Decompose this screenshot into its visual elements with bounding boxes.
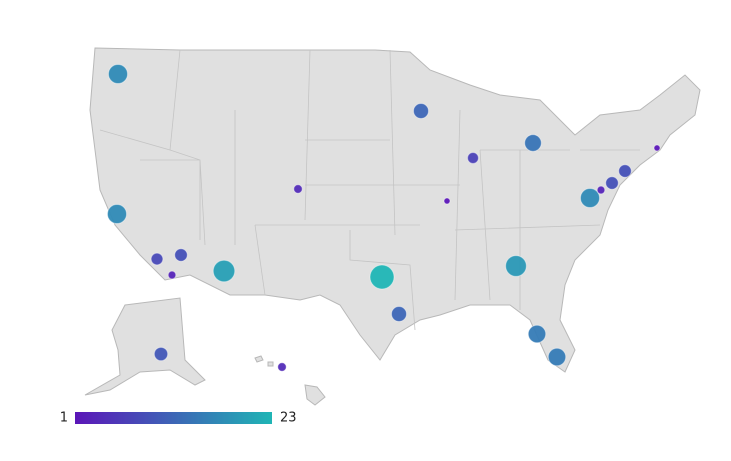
- state-borders: [99, 49, 640, 331]
- legend-gradient: [75, 412, 272, 424]
- bubble[interactable]: [369, 264, 395, 290]
- bubble[interactable]: [277, 362, 287, 372]
- legend: 1 23: [60, 411, 297, 426]
- bubble[interactable]: [653, 144, 661, 152]
- bubble[interactable]: [167, 270, 177, 280]
- bubble[interactable]: [579, 187, 601, 209]
- bubble[interactable]: [413, 103, 429, 119]
- bubble[interactable]: [174, 248, 188, 262]
- bubble[interactable]: [391, 306, 407, 322]
- bubble[interactable]: [150, 252, 164, 266]
- alaska: [84, 297, 206, 396]
- bubble[interactable]: [596, 185, 606, 195]
- bubbles: [106, 63, 661, 372]
- bubble[interactable]: [527, 324, 547, 344]
- legend-max: 23: [280, 411, 297, 426]
- bubble[interactable]: [524, 134, 542, 152]
- bubble[interactable]: [153, 346, 169, 362]
- bubble[interactable]: [467, 152, 479, 164]
- bubble[interactable]: [505, 255, 527, 277]
- bubble[interactable]: [547, 347, 567, 367]
- bubble[interactable]: [443, 197, 451, 205]
- hawaii: [254, 355, 326, 406]
- bubble[interactable]: [212, 259, 236, 283]
- bubble[interactable]: [106, 203, 128, 225]
- bubble[interactable]: [107, 63, 129, 85]
- bubble[interactable]: [618, 164, 632, 178]
- basemap: [84, 47, 701, 406]
- contiguous-us: [89, 47, 701, 373]
- bubble[interactable]: [605, 176, 619, 190]
- bubble[interactable]: [293, 184, 303, 194]
- legend-min: 1: [60, 411, 68, 426]
